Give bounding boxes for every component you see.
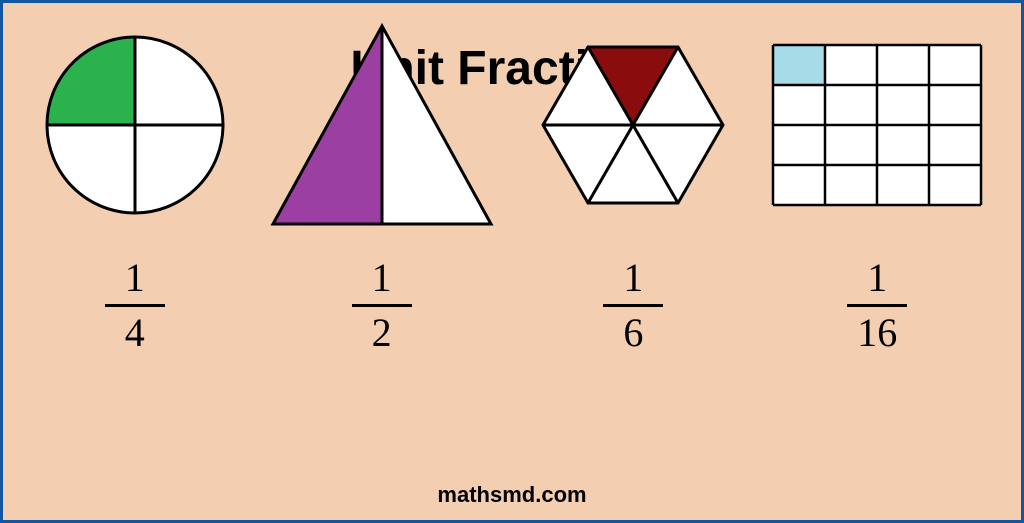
fraction-bar [105, 304, 165, 307]
triangle-svg [267, 20, 497, 230]
shape-grid [770, 20, 984, 230]
grid-svg [770, 42, 984, 208]
fraction-sixteenth: 1 16 [847, 258, 907, 353]
fraction-num: 1 [105, 258, 165, 298]
fraction-half: 1 2 [352, 258, 412, 353]
panel-half: 1 2 [267, 20, 497, 353]
panel-sixteenth: 1 16 [770, 20, 984, 353]
fraction-den: 6 [603, 313, 663, 353]
fraction-bar [352, 304, 412, 307]
infographic-canvas: Unit Fractions 1 4 1 2 [0, 0, 1024, 523]
shape-hexagon [533, 20, 733, 230]
fraction-bar [847, 304, 907, 307]
shape-triangle [267, 20, 497, 230]
shape-circle [40, 20, 230, 230]
fraction-bar [603, 304, 663, 307]
panel-quarter: 1 4 [40, 20, 230, 353]
fraction-num: 1 [603, 258, 663, 298]
hexagon-svg [533, 25, 733, 225]
panel-sixth: 1 6 [533, 20, 733, 353]
fraction-num: 1 [352, 258, 412, 298]
fraction-den: 4 [105, 313, 165, 353]
fraction-quarter: 1 4 [105, 258, 165, 353]
fraction-sixth: 1 6 [603, 258, 663, 353]
circle-svg [40, 30, 230, 220]
fraction-num: 1 [847, 258, 907, 298]
footer-credit: mathsmd.com [3, 482, 1021, 508]
fraction-den: 2 [352, 313, 412, 353]
fraction-den: 16 [847, 313, 907, 353]
panels-row: 1 4 1 2 1 6 [3, 93, 1021, 353]
